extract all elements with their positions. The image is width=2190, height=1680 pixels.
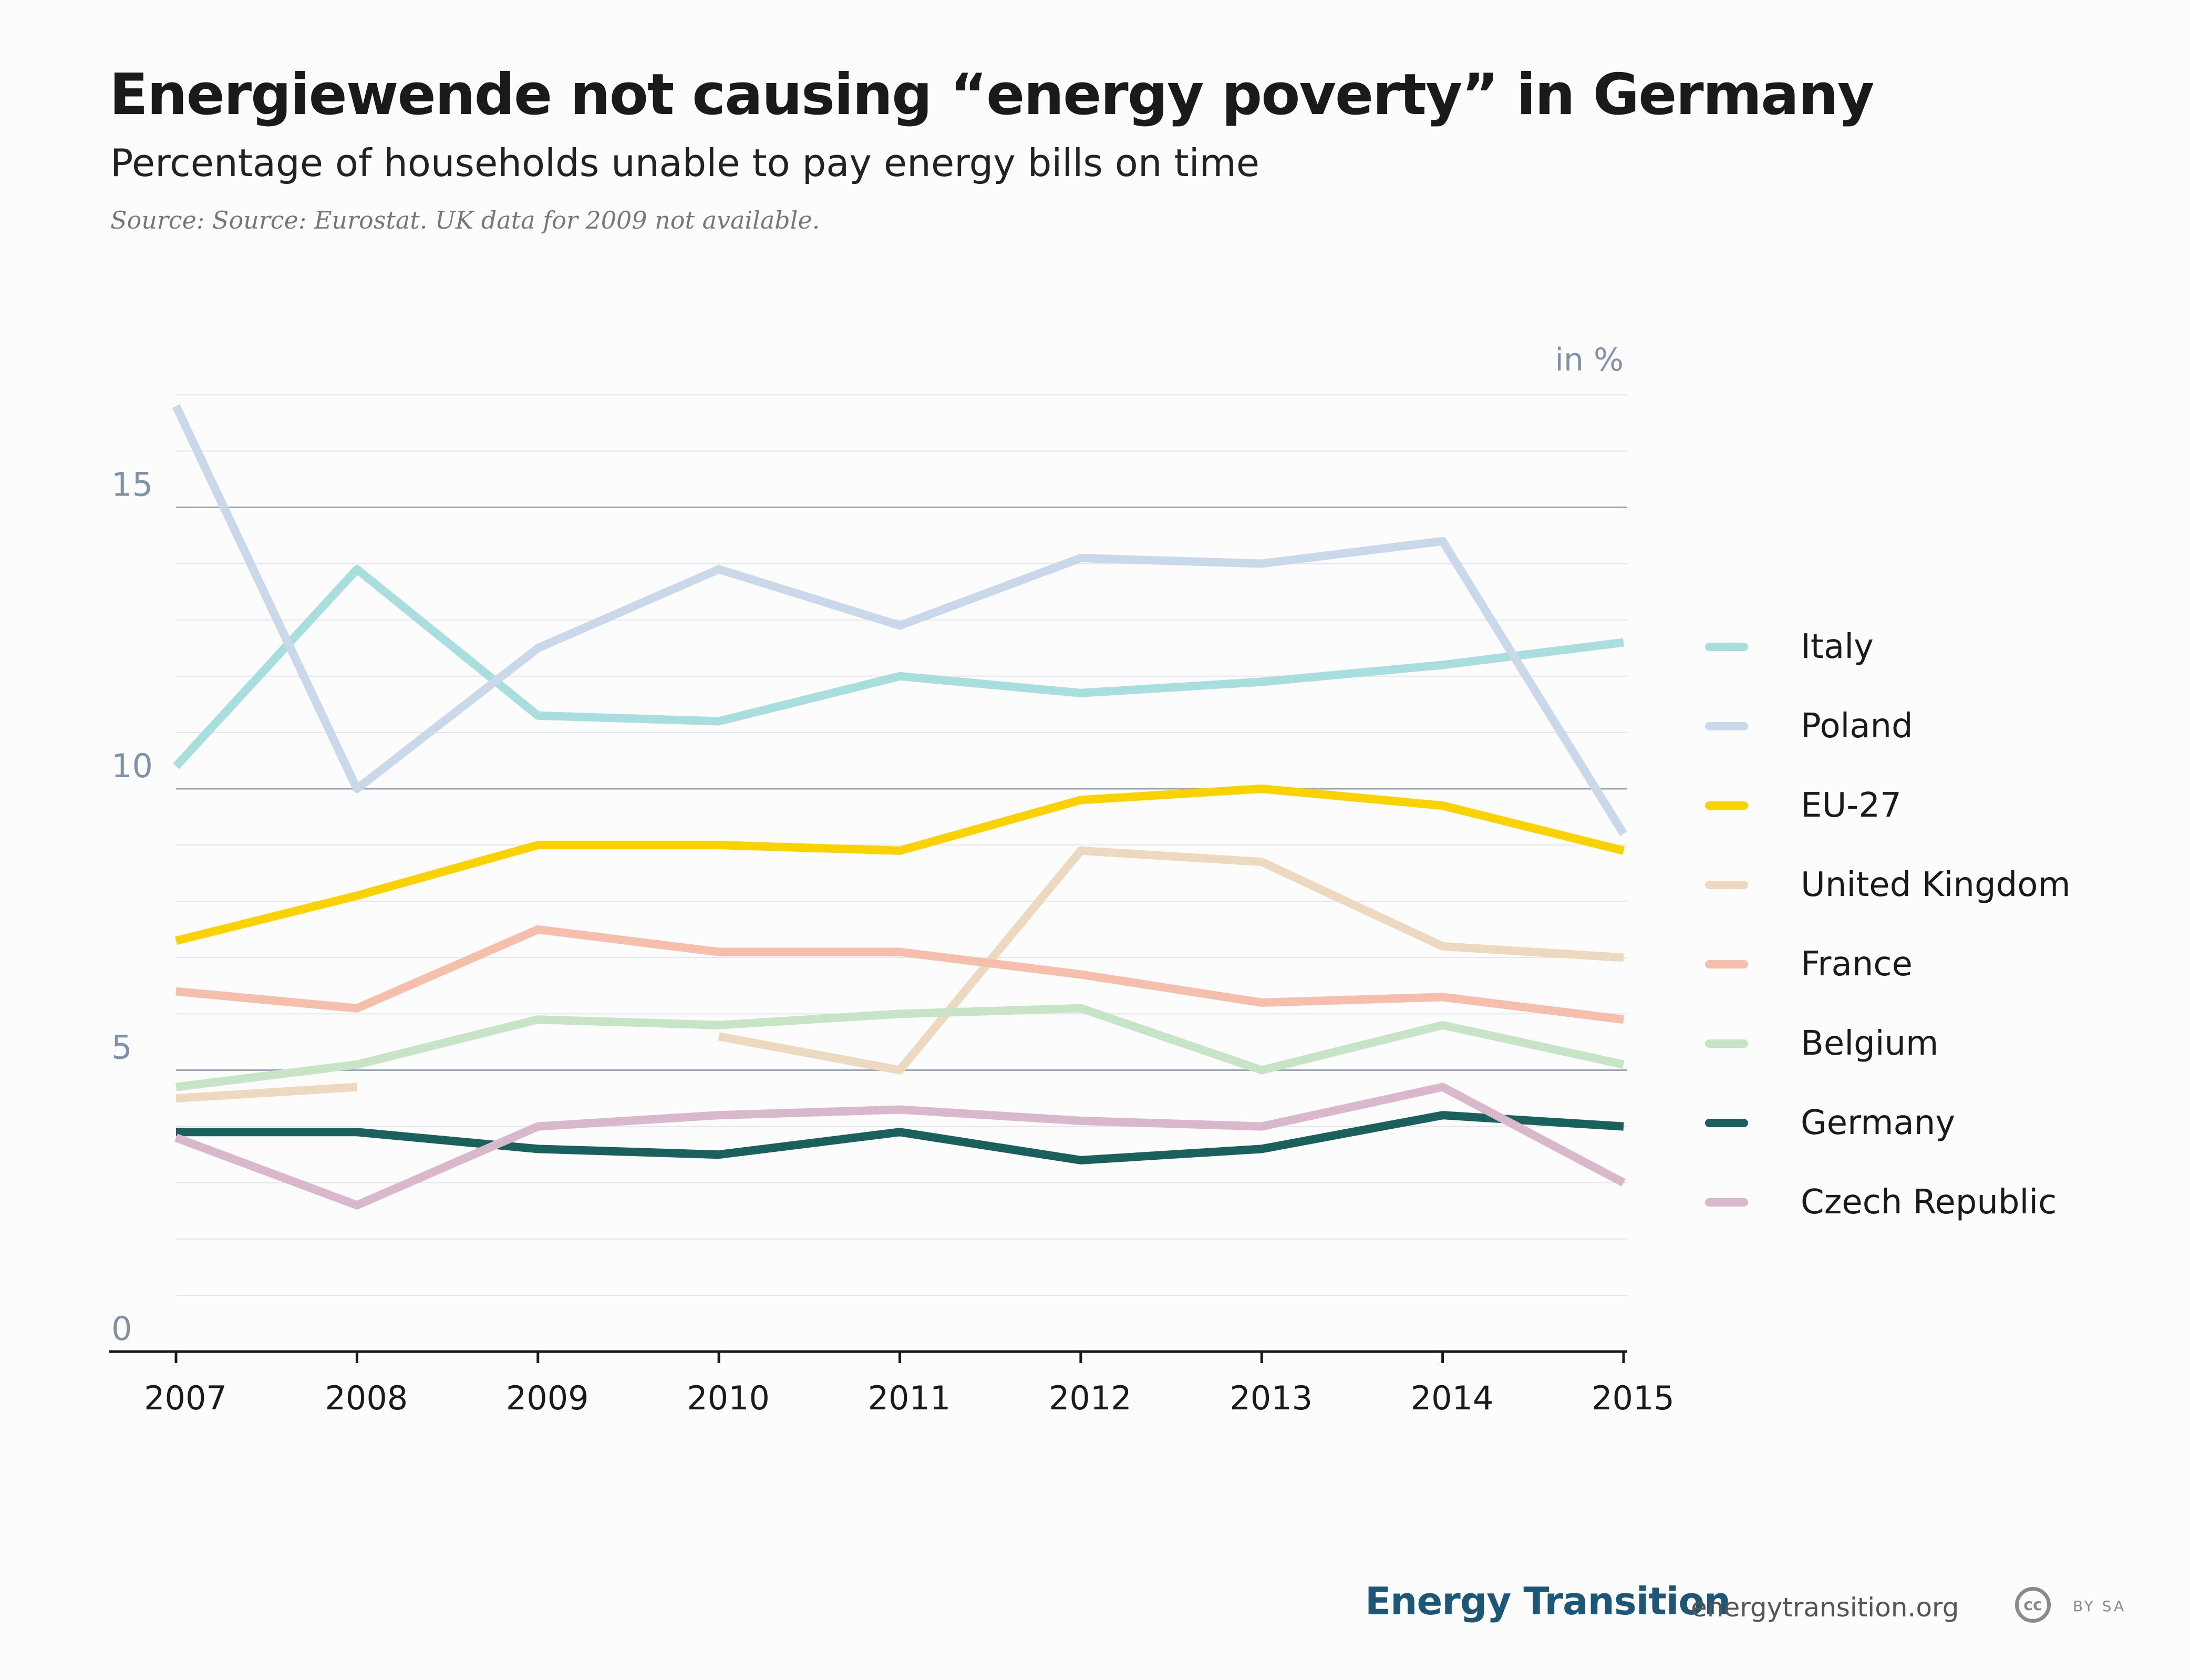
license-text: BY SA (2073, 1597, 2126, 1615)
x-tick-label: 2007 (144, 1379, 227, 1417)
legend-item: France (1705, 924, 2125, 1004)
brand-logo: Energy Transition (1365, 1579, 1731, 1623)
legend-swatch (1705, 1118, 1748, 1127)
legend-label: France (1801, 944, 1913, 984)
series-line-italy (173, 565, 1624, 769)
series-line-united-kingdom (718, 846, 1624, 1075)
grid-lines (176, 394, 1627, 1296)
chart-source: Source: Source: Eurostat. UK data for 20… (110, 206, 820, 234)
x-tick-label: 2012 (1049, 1379, 1132, 1417)
legend-label: Italy (1801, 627, 1874, 666)
legend-item: EU-27 (1705, 766, 2125, 845)
legend-swatch (1705, 960, 1748, 968)
legend-label: Czech Republic (1801, 1182, 2057, 1222)
chart-title: Energiewende not causing “energy poverty… (109, 62, 1874, 128)
unit-label: in % (1555, 342, 1624, 378)
legend-label: United Kingdom (1801, 865, 2071, 904)
legend-swatch (1705, 801, 1748, 810)
x-tick-label: 2015 (1592, 1379, 1675, 1417)
series-line-eu-27 (175, 785, 1625, 945)
footer-url[interactable]: energytransition.org (1691, 1592, 1959, 1623)
x-tick-label: 2011 (868, 1379, 951, 1417)
legend: Italy Poland EU-27 United Kingdom France Belg… (1705, 607, 2125, 1242)
legend-item: Belgium (1705, 1004, 2125, 1083)
cc-license-icon: cc (2015, 1587, 2051, 1623)
x-tick-label: 2009 (506, 1379, 589, 1417)
x-tick-label: 2008 (325, 1379, 408, 1417)
legend-item: Italy (1705, 607, 2125, 686)
y-tick-label: 5 (111, 1028, 132, 1067)
legend-label: Germany (1801, 1103, 1956, 1142)
legend-label: Poland (1801, 706, 1913, 746)
legend-item: Poland (1705, 686, 2125, 766)
legend-swatch (1705, 642, 1748, 651)
series-line-united-kingdom (175, 1083, 357, 1103)
series-line-france (175, 925, 1624, 1024)
legend-swatch (1705, 1039, 1748, 1048)
x-tick-label: 2014 (1411, 1379, 1494, 1417)
series-line-belgium (175, 1004, 1625, 1091)
legend-swatch (1705, 880, 1748, 889)
series-line-poland (172, 404, 1627, 836)
cc-badge-text: cc (2023, 1595, 2042, 1614)
y-tick-label: 10 (111, 747, 153, 785)
legend-label: Belgium (1801, 1024, 1939, 1063)
x-tick-label: 2010 (687, 1379, 770, 1417)
legend-item: Germany (1705, 1083, 2125, 1162)
y-tick-label: 15 (111, 466, 153, 504)
legend-swatch (1705, 722, 1748, 730)
series-lines (172, 404, 1627, 1210)
legend-swatch (1705, 1198, 1748, 1207)
x-axis: 2007 2008 2009 2010 2011 2012 2013 2014 2015 (109, 1350, 1675, 1417)
x-tick-label: 2013 (1230, 1379, 1313, 1417)
legend-item: Czech Republic (1705, 1162, 2125, 1242)
chart-subtitle: Percentage of households unable to pay e… (110, 141, 1259, 185)
series-line-germany (176, 1111, 1624, 1164)
legend-item: United Kingdom (1705, 845, 2125, 924)
y-tick-label: 0 (111, 1310, 132, 1348)
series-line-czech-republic (174, 1083, 1626, 1210)
legend-label: EU-27 (1801, 786, 1902, 825)
y-tick-labels: 0 5 10 15 (111, 466, 153, 1348)
